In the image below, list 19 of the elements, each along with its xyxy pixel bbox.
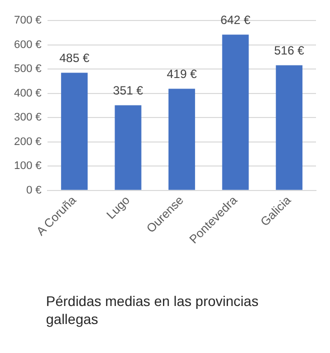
data-label: 516 €	[274, 44, 304, 58]
y-tick-label: 400 €	[14, 87, 42, 100]
data-label: 642 €	[220, 12, 251, 27]
text: Pérdidas medias en las provincias gallegas	[46, 292, 260, 328]
bar	[276, 65, 302, 190]
y-tick-label: 700 €	[14, 14, 42, 27]
bar	[168, 88, 196, 190]
y-tick-label: 200 €	[14, 136, 42, 148]
bar	[222, 34, 249, 190]
data-label: 485 €	[59, 51, 90, 66]
y-tick-label: 500 €	[14, 63, 42, 76]
bar	[114, 105, 142, 190]
y-tick-label: 100 €	[14, 160, 42, 172]
y-tick-label: 0 €	[26, 184, 42, 196]
data-label: 419 €	[166, 67, 198, 82]
y-tick-label: 600 €	[14, 38, 42, 51]
y-tick-label: 300 €	[14, 112, 42, 124]
bar	[61, 72, 88, 190]
data-label: 351 €	[113, 84, 144, 98]
